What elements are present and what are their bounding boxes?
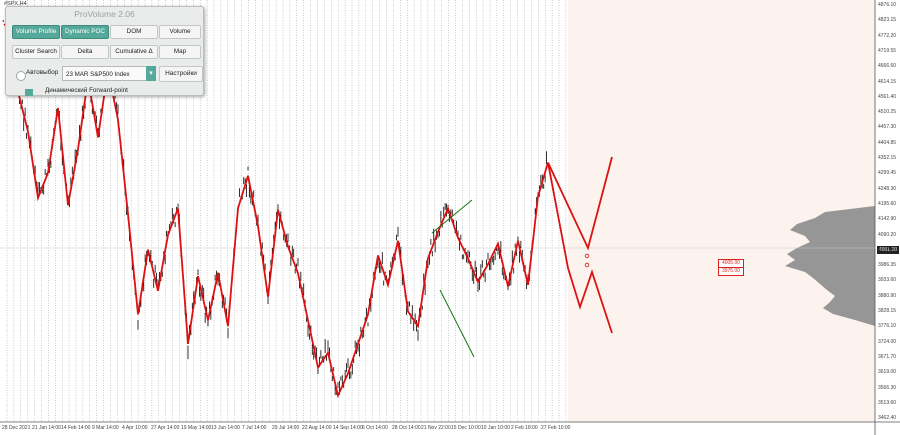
price-tick-label: 3933.60: [878, 277, 897, 284]
price-tick-label: 4561.40: [878, 93, 897, 100]
current-price-label: 4051.20: [877, 246, 899, 254]
panel-title: ProVolume 2.06: [74, 9, 135, 19]
price-tick-label: 4772.20: [878, 32, 897, 39]
price-tick-label: 3724.00: [878, 338, 897, 345]
panel-button-5[interactable]: Delta: [61, 45, 109, 59]
time-tick-label: 22 Aug 14:00: [302, 425, 332, 431]
price-tick-label: 4719.55: [878, 47, 897, 54]
forward-point-checkbox[interactable]: [25, 89, 33, 96]
settings-button[interactable]: Настройки: [159, 66, 203, 82]
price-tick-label: 4666.60: [878, 63, 897, 70]
price-tick-label: 3619.00: [878, 369, 897, 376]
panel-button-4[interactable]: Cluster Search: [12, 45, 60, 59]
time-tick-label: 15 Dec 10:00: [451, 425, 481, 431]
zigzag-line: [7, 26, 549, 399]
future-area: [568, 0, 875, 422]
price-tick-label: 4352.15: [878, 155, 897, 161]
time-tick-label: 27 Apr 14:00: [151, 425, 180, 431]
price-tick-label: 4248.30: [878, 185, 897, 192]
projection-marker-1: [584, 253, 590, 259]
price-tick-label: 4404.85: [878, 139, 897, 146]
price-tick-label: 4510.25: [878, 109, 897, 116]
price-tick-label: 3513.60: [878, 399, 897, 406]
time-tick-label: 2 Feb 18:00: [511, 425, 538, 431]
time-tick-label: 28 Dec 2021: [2, 425, 31, 431]
panel-button-6[interactable]: Cumulative Δ: [110, 45, 158, 59]
price-tick-label: 4823.15: [878, 17, 897, 24]
time-tick-label: 4 Apr 10:00: [122, 425, 148, 431]
trend-line-lower: [439, 289, 475, 358]
price-tick-label: 4299.45: [878, 170, 897, 177]
time-tick-label: 19 May 14:00: [181, 425, 212, 431]
projection-up: [547, 156, 613, 251]
time-tick-label: 7 Jul 14:00: [242, 425, 267, 431]
panel-button-1[interactable]: Dynamic POC: [61, 25, 109, 39]
panel-button-7[interactable]: Map: [159, 45, 201, 59]
time-tick-label: 6 Oct 14:00: [362, 425, 388, 431]
panel-button-2[interactable]: DOM: [110, 25, 158, 39]
price-tick-label: 4195.60: [878, 200, 897, 207]
auto-select-label: Автовыбор: [26, 69, 59, 76]
time-tick-label: 10 Jan 10:00: [481, 425, 510, 431]
price-tick-label: 4614.15: [878, 78, 897, 85]
price-tick-label: 4037.60: [878, 246, 897, 253]
price-tick-label: 3828.15: [878, 308, 897, 314]
symbol-label: #SPX,H4: [4, 1, 27, 7]
price-tick-label: 3671.70: [878, 353, 897, 360]
time-tick-label: 27 Feb 10:00: [541, 425, 571, 431]
time-tick-label: 14 Feb 14:00: [61, 425, 91, 431]
price-tick-label: 3776.10: [878, 323, 897, 330]
price-tick-label: 3462.40: [878, 415, 897, 422]
price-tick-label: 4876.10: [878, 2, 897, 8]
time-tick-label: 13 Jun 14:00: [211, 425, 240, 431]
time-tick-label: 28 Oct 14:00: [392, 425, 421, 431]
time-tick-label: 21 Jan 14:00: [32, 425, 61, 431]
panel-button-0[interactable]: Volume Profile: [12, 25, 60, 39]
trend-line-upper: [431, 199, 473, 234]
time-tick-label: 14 Sep 14:00: [333, 425, 363, 431]
volume-profile: [785, 206, 875, 326]
chevron-down-icon[interactable]: ▾: [146, 66, 156, 81]
forward-point-label: Динамический Forward-point: [45, 87, 128, 94]
price-level-label: 3975.00: [718, 267, 744, 276]
time-tick-label: 9 Mar 14:00: [92, 425, 119, 431]
price-tick-label: 3880.90: [878, 292, 897, 299]
price-tick-label: 4457.30: [878, 124, 897, 131]
panel-button-3[interactable]: Volume: [159, 25, 201, 39]
time-tick-label: 21 Nov 22:00: [421, 425, 451, 431]
price-tick-label: 3986.35: [878, 262, 897, 269]
provolume-panel[interactable]: ProVolume 2.06 Автовыбор 23 MAR S&P500 I…: [5, 6, 204, 96]
projection-marker-2: [584, 262, 590, 268]
projection-down: [547, 162, 613, 334]
time-tick-label: 29 Jul 14:00: [272, 425, 300, 431]
instrument-select[interactable]: 23 MAR S&P500 Index: [62, 66, 156, 81]
price-tick-label: 3566.30: [878, 384, 897, 391]
price-tick-label: 4090.20: [878, 231, 897, 238]
price-tick-label: 4142.90: [878, 216, 897, 223]
auto-select-radio[interactable]: [16, 71, 26, 81]
